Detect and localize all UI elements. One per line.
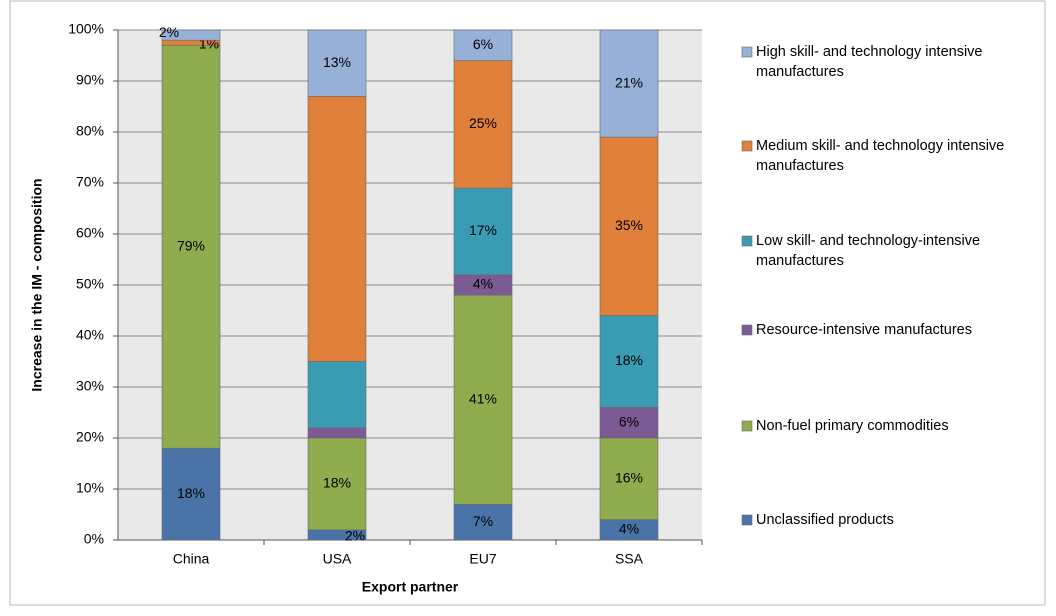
data-label: 4% [473, 276, 493, 292]
y-axis-label: Increase in the IM - composition [29, 178, 45, 391]
y-tick-label: 80% [76, 123, 104, 139]
x-tick-label: China [173, 551, 210, 567]
bar-segment [453, 29, 513, 61]
data-label: 41% [469, 390, 497, 406]
bar-segment [453, 294, 513, 505]
data-label: 79% [177, 237, 205, 253]
y-tick-label: 40% [76, 327, 104, 343]
legend-swatch [741, 420, 753, 432]
data-label: 18% [615, 352, 643, 368]
data-label: 4% [619, 521, 639, 537]
y-tick-label: 90% [76, 72, 104, 88]
y-tick-label: 10% [76, 480, 104, 496]
data-label: 21% [615, 74, 643, 90]
y-tick-label: 0% [84, 531, 104, 547]
data-label: 7% [473, 513, 493, 529]
legend-swatch [741, 140, 753, 152]
y-tick-label: 60% [76, 225, 104, 241]
data-label: 18% [323, 475, 351, 491]
bar-segment [599, 29, 659, 138]
bar-segment [453, 503, 513, 541]
legend-swatch [741, 324, 753, 336]
data-label: 35% [615, 217, 643, 233]
data-label: 2% [345, 528, 365, 544]
legend-label: Resource-intensive manufactures [756, 322, 972, 338]
y-tick-label: 50% [76, 276, 104, 292]
data-label: 2% [159, 24, 179, 40]
data-label: 13% [323, 54, 351, 70]
bar-segment [307, 427, 367, 439]
legend-swatch [741, 235, 753, 247]
data-label: 18% [177, 485, 205, 501]
bar-segment [307, 437, 367, 531]
data-label: 6% [473, 36, 493, 52]
bar-segment [161, 44, 221, 449]
bar-segment [307, 361, 367, 429]
legend-swatch [741, 46, 753, 58]
data-label: 16% [615, 470, 643, 486]
y-tick-label: 30% [76, 378, 104, 394]
legend-label: Unclassified products [756, 512, 894, 528]
bar-segment [453, 60, 513, 189]
bar-segment [599, 407, 659, 439]
legend-swatch [741, 514, 753, 526]
bar-segment [453, 187, 513, 276]
data-label: 25% [469, 115, 497, 131]
x-axis-label: Export partner [362, 579, 459, 595]
bar-segment [161, 447, 221, 541]
x-tick-label: SSA [615, 551, 644, 567]
bar-segment [161, 29, 221, 41]
y-tick-label: 70% [76, 174, 104, 190]
y-tick-label: 20% [76, 429, 104, 445]
bar-segment [307, 29, 367, 97]
data-label: 17% [469, 222, 497, 238]
legend-label: Medium skill- and technology intensive m… [756, 138, 1005, 174]
bar-segment [599, 437, 659, 520]
data-label: 6% [619, 413, 639, 429]
legend-label: Low skill- and technology-intensive manu… [756, 233, 981, 269]
legend-label: Non-fuel primary commodities [756, 418, 949, 434]
legend-label: High skill- and technology intensive man… [756, 44, 983, 80]
y-tick-label: 100% [68, 21, 104, 37]
bar-segment [307, 96, 367, 362]
x-tick-label: USA [323, 551, 352, 567]
x-tick-label: EU7 [469, 551, 496, 567]
